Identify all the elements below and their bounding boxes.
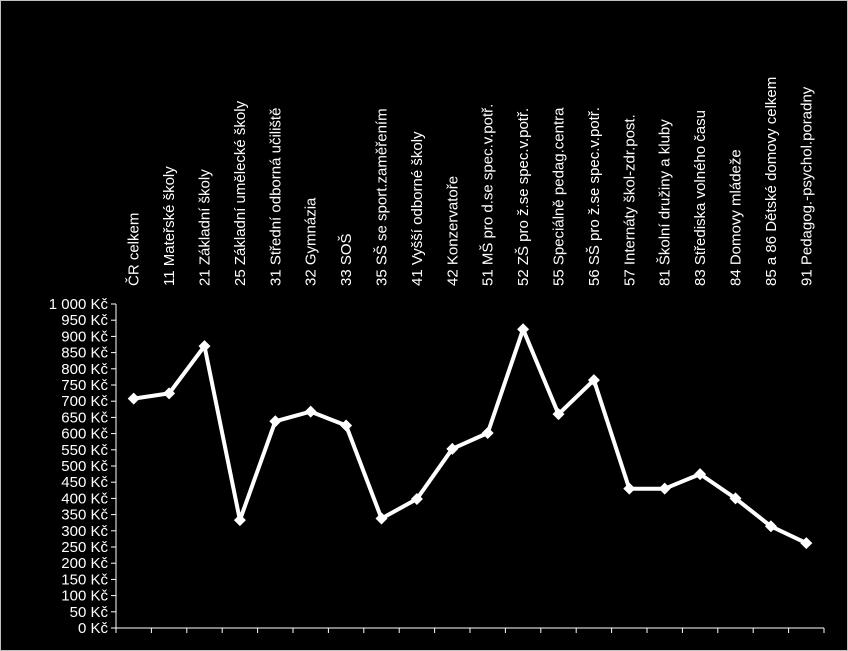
data-point-marker [481, 426, 494, 439]
x-tick-label: 42 Konzervatoře [444, 176, 461, 286]
y-tick-label: 350 Kč [61, 507, 108, 524]
data-point-marker [304, 405, 317, 418]
x-tick-label: 91 Pedagog.-psychol.poradny [798, 86, 815, 286]
y-tick-label: 50 Kč [70, 604, 109, 621]
data-point-marker [623, 482, 636, 495]
x-tick-label: 21 Základní školy [197, 169, 214, 286]
y-tick-label: 600 Kč [61, 426, 108, 443]
y-tick-label: 850 Kč [61, 345, 108, 362]
x-tick-label: 41 Vyšší odborné školy [409, 131, 426, 286]
axis-ticks [111, 303, 825, 633]
x-axis-labels: ČR celkem 11 Mateřské školy 21 Základní šk… [126, 77, 816, 286]
data-point-marker [694, 468, 707, 481]
data-point-marker [552, 408, 565, 421]
x-tick-label: 33 SOŠ [338, 233, 355, 286]
y-tick-label: 1 000 Kč [49, 296, 109, 313]
data-point-marker [764, 520, 777, 533]
y-tick-label: 800 Kč [61, 361, 108, 378]
y-tick-label: 0 Kč [78, 620, 109, 637]
x-tick-label: ČR celkem [126, 213, 143, 286]
x-tick-label: 35 SŠ se sport.zaměřením [374, 108, 391, 286]
data-point-marker [658, 482, 671, 495]
y-tick-label: 450 Kč [61, 474, 108, 491]
x-tick-label: 57 Internáty škol-zdr.post. [621, 114, 638, 286]
y-tick-label: 550 Kč [61, 442, 108, 459]
series-markers [127, 323, 813, 550]
data-point-marker [233, 514, 246, 527]
y-tick-label: 400 Kč [61, 490, 108, 507]
series-line [133, 327, 808, 545]
x-tick-label: 31 Střední odborná učiliště [267, 108, 284, 286]
data-point-marker [800, 537, 813, 550]
x-tick-label: 52 ZŠ pro ž.se spec.v.potř. [515, 108, 532, 286]
data-point-marker [729, 492, 742, 505]
data-point-marker [198, 340, 211, 353]
data-point-marker [269, 415, 282, 428]
data-point-marker [340, 419, 353, 432]
y-tick-label: 900 Kč [61, 328, 108, 345]
y-tick-label: 500 Kč [61, 458, 108, 475]
y-tick-label: 100 Kč [61, 588, 108, 605]
x-tick-label: 85 a 86 Dětské domovy celkem [763, 77, 780, 286]
data-point-marker [517, 323, 530, 336]
x-tick-label: 51 MŠ pro d.se spec.v.potř. [480, 104, 497, 286]
data-point-marker [410, 493, 423, 506]
y-tick-label: 150 Kč [61, 571, 108, 588]
y-tick-label: 650 Kč [61, 409, 108, 426]
data-point-marker [375, 512, 388, 525]
x-tick-label: 55 Speciálně pedag.centra [551, 107, 568, 286]
data-point-marker [163, 387, 176, 400]
x-tick-label: 25 Základní umělecké školy [232, 100, 249, 286]
x-tick-label: 84 Domovy mládeže [728, 149, 745, 286]
y-tick-label: 200 Kč [61, 555, 108, 572]
y-tick-label: 750 Kč [61, 377, 108, 394]
x-tick-label: 56 SŠ pro ž.se spec.v.potř. [586, 107, 603, 286]
y-tick-label: 700 Kč [61, 393, 108, 410]
data-point-marker [587, 374, 600, 387]
x-tick-label: 81 Školní družiny a kluby [657, 119, 674, 286]
data-point-marker [446, 442, 459, 455]
x-tick-label: 32 Gymnázia [303, 197, 320, 286]
x-tick-label: 11 Mateřské školy [161, 166, 178, 286]
y-tick-label: 300 Kč [61, 523, 108, 540]
x-tick-label: 83 Střediska volného času [692, 110, 709, 286]
data-point-marker [127, 392, 140, 405]
y-tick-label: 250 Kč [61, 539, 108, 556]
y-tick-label: 950 Kč [61, 312, 108, 329]
